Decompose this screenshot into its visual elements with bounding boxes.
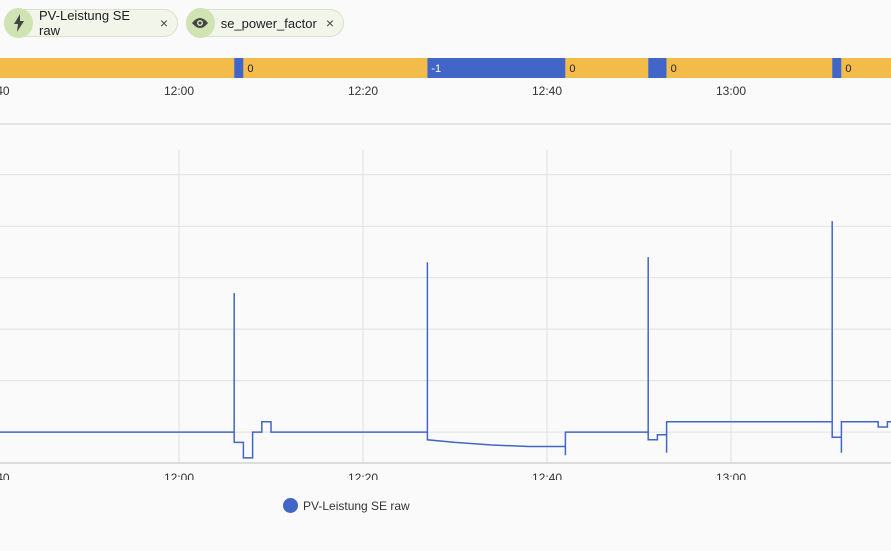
timeline-tick-label: 12:00	[164, 84, 194, 98]
series-line[interactable]	[0, 221, 891, 459]
close-icon[interactable]: ×	[159, 15, 168, 31]
x-tick-label: 12:00	[164, 471, 194, 480]
timeline-chart: 0 -1 0 0 0 11:40 12:00 12:20 12:40 13:00	[0, 58, 891, 125]
filter-chip-label: PV-Leistung SE raw	[39, 8, 131, 38]
timeline-segment-label: -1	[431, 63, 441, 75]
x-tick-label: 12:20	[348, 471, 378, 480]
timeline-segment-label: 0	[247, 63, 253, 75]
legend-swatch	[283, 498, 298, 513]
timeline-segment[interactable]	[841, 58, 891, 78]
timeline-segment[interactable]	[234, 58, 244, 78]
timeline-segment-label: 0	[845, 63, 851, 75]
filter-chip-label: se_power_factor	[220, 15, 317, 31]
filter-chip-se-power-factor[interactable]: se_power_factor ×	[186, 8, 344, 38]
timeline-segment[interactable]	[427, 58, 566, 78]
timeline-segment[interactable]	[243, 58, 428, 78]
timeline-segment[interactable]	[565, 58, 649, 78]
close-icon[interactable]: ×	[325, 15, 334, 31]
x-tick-label: 12:40	[532, 471, 562, 480]
chart-legend[interactable]: PV-Leistung SE raw	[283, 498, 410, 513]
timeline-segment-label: 0	[569, 63, 575, 75]
timeline-tick-label: 12:40	[532, 84, 562, 98]
lightning-icon	[4, 8, 34, 38]
timeline-segment[interactable]	[666, 58, 833, 78]
x-tick-label: 11:40	[0, 471, 10, 480]
timeline-tick-label: 11:40	[0, 84, 10, 98]
timeline-segment[interactable]	[0, 58, 235, 78]
timeline-segment-label: 0	[671, 63, 677, 75]
legend-label: PV-Leistung SE raw	[303, 498, 410, 513]
timeline-segment[interactable]	[648, 58, 667, 78]
filter-chip-pv-leistung[interactable]: PV-Leistung SE raw ×	[4, 8, 178, 38]
timeline-tick-label: 12:20	[348, 84, 378, 98]
line-chart: 11:40 12:00 12:20 12:40 13:00	[0, 149, 891, 480]
timeline-tick-label: 13:00	[716, 84, 746, 98]
x-tick-label: 13:00	[716, 471, 746, 480]
eye-icon	[186, 8, 215, 38]
timeline-segment[interactable]	[832, 58, 842, 78]
